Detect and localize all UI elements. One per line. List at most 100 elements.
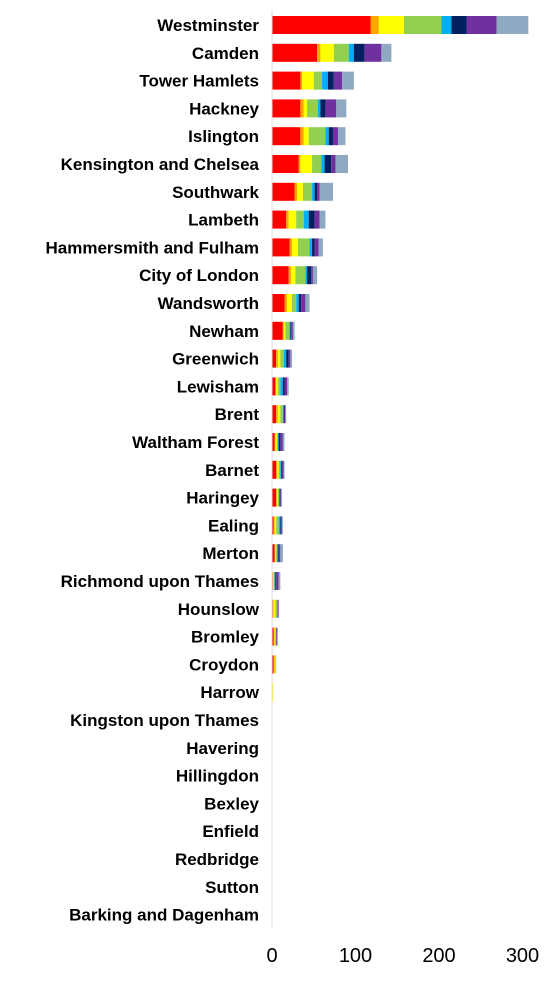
bar-segment xyxy=(335,155,348,173)
bar-segment xyxy=(292,238,298,257)
bar-segment xyxy=(274,516,277,535)
category-label: Newham xyxy=(189,322,259,341)
bar-segment xyxy=(276,377,278,396)
bar-segment xyxy=(290,321,292,340)
bar-segment xyxy=(328,127,333,146)
bar-segment xyxy=(276,516,279,535)
category-label: Harrow xyxy=(200,683,259,702)
bar-segment xyxy=(317,43,321,62)
bar-segment xyxy=(327,71,334,90)
bar-segment xyxy=(277,405,281,424)
bar-segment xyxy=(288,266,292,285)
bar-segment xyxy=(274,572,276,590)
bar-segment xyxy=(318,238,323,257)
bar-segment xyxy=(282,516,283,535)
bar-segment xyxy=(280,488,282,507)
bar-segment xyxy=(279,488,281,507)
bar-segment xyxy=(272,155,299,173)
category-label: Havering xyxy=(186,739,259,758)
bar-segment xyxy=(277,488,278,507)
bar-segment xyxy=(320,43,334,62)
bar-segment xyxy=(282,321,284,340)
x-tick-label: 300 xyxy=(506,945,539,967)
bar-segment xyxy=(336,99,347,118)
category-label: Redbridge xyxy=(175,850,259,869)
bar-segment xyxy=(280,433,283,451)
bar-segment xyxy=(353,43,365,62)
bar-segment xyxy=(274,433,276,451)
category-label: Islington xyxy=(188,127,259,146)
bar-segment xyxy=(273,516,275,535)
category-label: Wandsworth xyxy=(158,294,259,313)
bar-segment xyxy=(451,16,467,34)
bar-segment xyxy=(325,99,337,118)
bar-segment xyxy=(291,321,293,340)
bar-segment xyxy=(496,16,529,34)
bar-segment xyxy=(321,155,325,173)
bar-segment xyxy=(278,544,281,563)
bar-segment xyxy=(278,572,281,590)
bar-segment xyxy=(272,210,287,229)
bar-segment xyxy=(272,516,274,535)
bar-segment xyxy=(292,294,297,312)
bar-segment xyxy=(314,210,320,229)
bar-segment xyxy=(277,544,278,563)
bar-segment xyxy=(317,99,321,118)
bar-segment xyxy=(282,460,284,479)
bar-segment xyxy=(348,43,354,62)
bar-segment xyxy=(287,294,293,312)
category-label: Tower Hamlets xyxy=(139,72,259,91)
bar-segment xyxy=(324,155,332,173)
bar-segment xyxy=(466,16,497,34)
bar-segment xyxy=(288,349,291,368)
bar-segment xyxy=(298,294,302,312)
bar-segment xyxy=(272,16,371,34)
bar-segment xyxy=(272,266,289,285)
bar-segment xyxy=(281,460,283,479)
bar-segment xyxy=(275,627,277,646)
bar-segment xyxy=(278,516,281,535)
bar-segment xyxy=(280,405,283,424)
bar-segment xyxy=(302,182,313,201)
bar-segment xyxy=(280,377,283,396)
bar-segment xyxy=(317,182,320,201)
category-label: Ealing xyxy=(208,516,259,535)
bar-segment xyxy=(305,294,310,312)
bar-segment xyxy=(303,210,309,229)
category-label: Sutton xyxy=(205,878,259,897)
bar-segment xyxy=(281,488,283,507)
category-label: Lambeth xyxy=(188,211,259,230)
category-label: Hammersmith and Fulham xyxy=(46,238,260,257)
category-label: Lewisham xyxy=(177,377,259,396)
bar-segment xyxy=(272,405,277,424)
bar-segment xyxy=(333,43,349,62)
bar-segment xyxy=(277,377,281,396)
category-label: Hounslow xyxy=(178,600,260,619)
bar-segment xyxy=(296,210,304,229)
bar-segment xyxy=(274,655,276,674)
bar-segment xyxy=(292,321,295,340)
bar-segment xyxy=(312,238,315,257)
category-label: Croydon xyxy=(189,655,259,674)
bar-segment xyxy=(274,627,276,646)
bar-segment xyxy=(278,460,281,479)
bar-segment xyxy=(331,155,336,173)
bar-segment xyxy=(275,655,277,674)
bar-segment xyxy=(277,433,278,451)
bar-segment xyxy=(289,321,291,340)
bar-segment xyxy=(290,349,293,368)
bar-segment xyxy=(284,294,288,312)
category-label: Barking and Dagenham xyxy=(69,906,259,925)
bar-segment xyxy=(381,43,392,62)
bar-segment xyxy=(312,155,322,173)
category-label: Camden xyxy=(192,44,259,63)
bar-segment xyxy=(305,266,308,285)
bar-segment xyxy=(273,655,275,674)
bar-segment xyxy=(277,599,278,618)
x-tick-label: 0 xyxy=(266,945,277,967)
bar-segment xyxy=(272,182,295,201)
bar-segment xyxy=(277,349,281,368)
category-label: Haringey xyxy=(186,489,259,508)
bar-segment xyxy=(308,210,315,229)
bar-segment xyxy=(288,210,297,229)
